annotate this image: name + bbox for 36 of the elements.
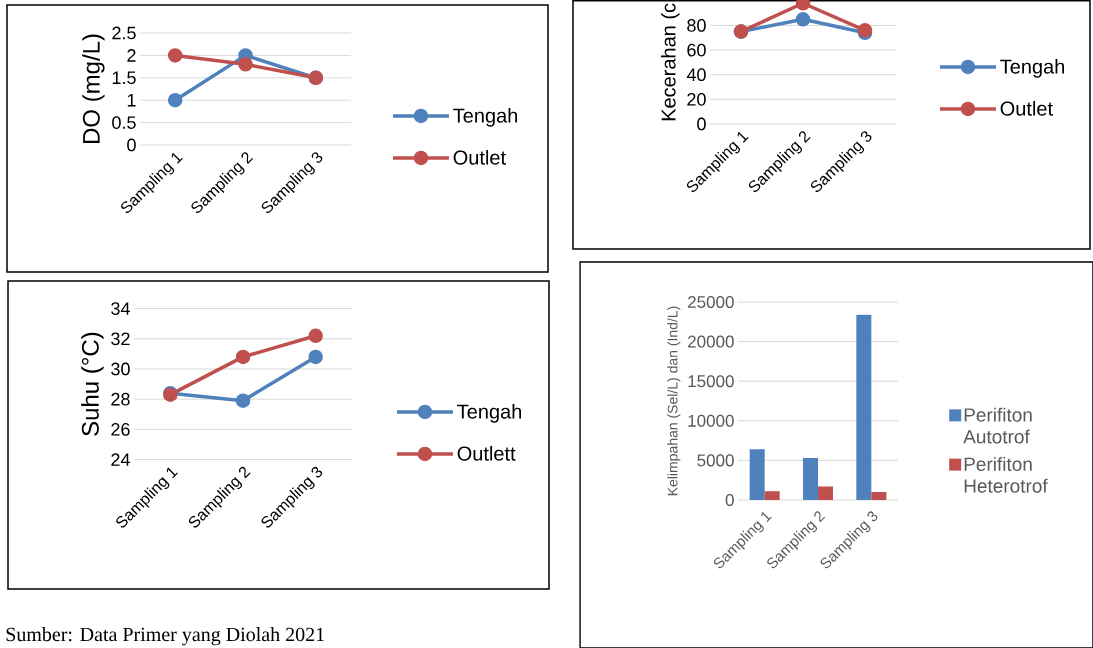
y-tick-label: 26 bbox=[111, 423, 130, 436]
y-tick-label: 40 bbox=[686, 68, 706, 82]
y-tick-label: 1.5 bbox=[112, 71, 136, 85]
y-axis-title: Kecerahan (c bbox=[660, 3, 680, 121]
y-tick-label: 2 bbox=[127, 49, 136, 62]
y-tick-label: 15000 bbox=[688, 375, 734, 388]
y-tick-label: 32 bbox=[111, 332, 130, 346]
legend-label: Tengah bbox=[1000, 59, 1065, 78]
y-tick-label: 0 bbox=[725, 493, 734, 507]
y-tick-label: 0.5 bbox=[112, 116, 136, 129]
legend-label: Tengah bbox=[457, 404, 522, 423]
y-tick-label: 25000 bbox=[688, 295, 734, 309]
legend-label: Outlet bbox=[453, 149, 506, 165]
legend-label: Outlet bbox=[1000, 100, 1053, 116]
y-tick-label: 0 bbox=[127, 138, 136, 152]
legend-label: Perifiton Autotrof bbox=[963, 407, 1032, 444]
y-tick-label: 34 bbox=[111, 302, 130, 315]
legend-label: Outlett bbox=[457, 445, 516, 461]
y-axis-title: Kelimpahan (Sel/L) dan (Ind/L) bbox=[667, 306, 681, 496]
y-axis-title: Suhu (°C) bbox=[81, 332, 104, 436]
y-tick-label: 10000 bbox=[688, 414, 734, 427]
y-tick-label: 30 bbox=[111, 362, 130, 376]
y-tick-label: 0 bbox=[697, 117, 706, 131]
y-tick-label: 24 bbox=[111, 453, 130, 466]
y-tick-label: 80 bbox=[687, 19, 706, 32]
y-tick-label: 28 bbox=[111, 392, 130, 406]
y-tick-label: 2.5 bbox=[112, 26, 136, 40]
y-tick-label: 60 bbox=[687, 43, 706, 57]
legend-label: Tengah bbox=[453, 108, 518, 127]
y-tick-label: 20 bbox=[687, 92, 706, 106]
legend-label: Perifiton Heterotrof bbox=[964, 456, 1048, 493]
y-tick-label: 5000 bbox=[697, 454, 734, 467]
text: Sumber: Data Primer yang Diolah 2021 bbox=[6, 627, 324, 646]
y-tick-label: 20000 bbox=[688, 335, 734, 348]
y-tick-label: 1 bbox=[127, 94, 136, 107]
y-axis-title: DO (mg/L) bbox=[82, 34, 105, 144]
